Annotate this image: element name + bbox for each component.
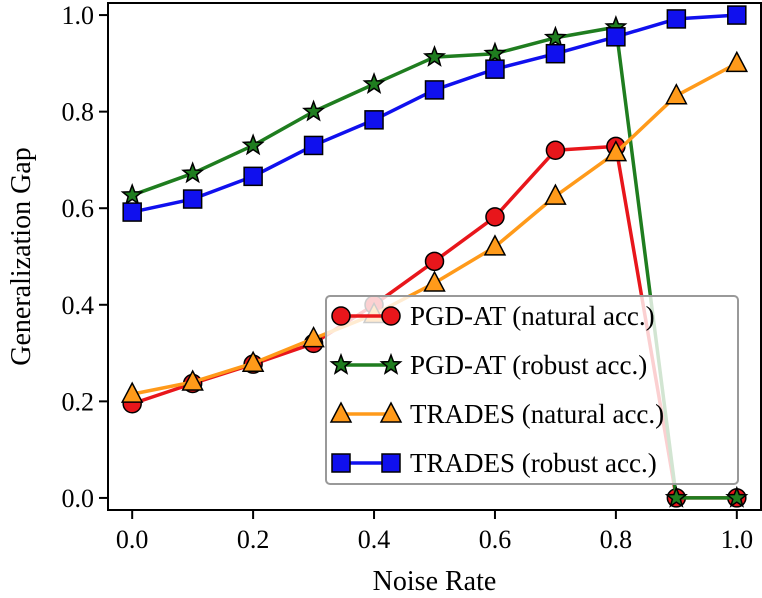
data-point [665, 83, 688, 105]
legend-marker [329, 401, 353, 423]
data-point [664, 485, 688, 508]
legend-frame [325, 295, 739, 485]
data-point [241, 350, 265, 372]
legend-label: PGD-AT (natural acc.) [410, 301, 655, 331]
data-point [725, 50, 749, 73]
data-point [725, 485, 749, 508]
data-point [727, 5, 747, 25]
y-tick-label: 0.2 [62, 387, 95, 416]
data-point [243, 166, 263, 187]
y-axis-label: Generalization Gap [6, 147, 37, 365]
data-point [120, 183, 144, 206]
x-tick-label: 0.6 [479, 525, 512, 554]
data-point [120, 381, 144, 403]
legend-marker [331, 306, 351, 326]
ticks-layer: 0.0 0.2 0.4 0.6 0.8 1.0 0.0 0.2 0.4 0.6 0.8 1.0 [62, 1, 754, 554]
data-point [485, 207, 505, 227]
data-point [122, 202, 142, 222]
x-tick-label: 1.0 [721, 525, 754, 554]
legend-marker [331, 453, 351, 473]
data-point [422, 44, 447, 67]
data-point [424, 251, 445, 272]
legend-label: PGD-AT (robust acc.) [410, 350, 647, 380]
legend-entry: TRADES (robust acc.) [331, 448, 657, 478]
data-point [423, 270, 446, 292]
data-point [424, 80, 445, 100]
y-tick-label: 0.6 [62, 194, 95, 223]
data-point [241, 133, 265, 156]
x-tick-label: 0.8 [600, 525, 633, 554]
x-tick-label: 0.0 [116, 525, 149, 554]
series-square [122, 5, 747, 222]
data-point [543, 25, 567, 48]
series-line [131, 13, 737, 214]
legend-label: TRADES (robust acc.) [410, 448, 657, 478]
y-tick-label: 0.4 [62, 291, 95, 320]
legend: PGD-AT (natural acc.) PGD-AT (robust acc.… [325, 295, 739, 485]
x-tick-label: 0.2 [237, 525, 270, 554]
legend-marker [379, 401, 403, 423]
legend-marker [329, 352, 353, 375]
data-point [303, 135, 324, 156]
y-tick-label: 0.8 [62, 98, 95, 127]
data-point [181, 369, 204, 391]
x-axis-label: Noise Rate [373, 566, 497, 597]
legend-entry: TRADES (natural acc.) [329, 399, 664, 429]
data-point [302, 325, 325, 348]
data-point [606, 27, 626, 47]
data-point [302, 99, 326, 122]
series-star [120, 15, 749, 508]
legend-entry: PGD-AT (natural acc.) [331, 301, 655, 331]
legend-marker [381, 306, 401, 326]
data-point [362, 71, 386, 94]
legend-marker [381, 453, 401, 473]
y-tick-label: 1.0 [62, 1, 95, 30]
x-tick-label: 0.4 [358, 525, 391, 554]
data-point [483, 234, 507, 256]
legend-entries: PGD-AT (natural acc.) PGD-AT (robust acc.… [329, 301, 664, 478]
series-layer [120, 5, 749, 508]
data-point [181, 161, 205, 184]
y-tick-label: 0.0 [62, 484, 95, 513]
data-point [364, 110, 384, 130]
plot-frame [107, 2, 762, 511]
data-point [544, 183, 567, 205]
data-point [545, 43, 566, 64]
data-point [483, 41, 507, 64]
legend-entry: PGD-AT (robust acc.) [329, 350, 647, 380]
data-point [485, 59, 505, 79]
legend-marker [379, 352, 403, 375]
data-point [604, 140, 628, 162]
data-point [545, 140, 566, 161]
data-point [666, 9, 687, 29]
data-point [182, 189, 203, 209]
legend-label: TRADES (natural acc.) [410, 399, 664, 429]
